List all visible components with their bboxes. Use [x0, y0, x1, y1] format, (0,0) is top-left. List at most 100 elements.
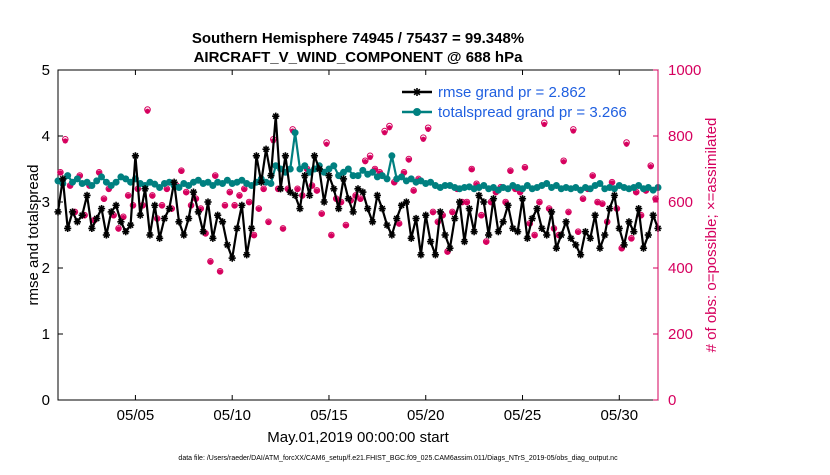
obs-assimilated-marker [323, 141, 330, 147]
obs-assimilated-marker [590, 173, 596, 179]
rmse-point [276, 185, 285, 193]
rmse-point [397, 201, 406, 209]
rmse-point [349, 208, 357, 216]
chart-title-line2: AIRCRAFT_V_WIND_COMPONENT @ 688 hPa [194, 49, 524, 66]
rmse-point [330, 185, 338, 193]
obs-assimilated-marker [536, 200, 543, 206]
rmse-point [615, 224, 623, 232]
rmse-point [446, 244, 454, 252]
obs-assimilated-marker [328, 233, 334, 239]
y-axis-right-ticks: 0 200 400 600 800 1000 [653, 62, 701, 409]
totalspread-point [586, 185, 594, 193]
rmse-point [228, 254, 236, 262]
rmse-point [339, 175, 348, 183]
totalspread-point [88, 182, 96, 189]
obs-assimilated-marker [319, 211, 325, 217]
totalspread-point [378, 172, 386, 180]
rmse-point [83, 191, 91, 199]
data-file-footer: data file: /Users/raeder/DAI/ATM_forcXX/… [178, 455, 618, 462]
totalspread-point [330, 162, 338, 170]
obs-assimilated-marker [357, 196, 364, 202]
obs-assimilated-marker [478, 213, 484, 219]
x-tick-label: 05/20 [407, 407, 445, 424]
legend-rmse-label: rmse grand pr = 2.862 [438, 84, 586, 101]
rmse-point [136, 211, 144, 219]
y-right-tick-label: 600 [668, 194, 693, 211]
rmse-point [88, 224, 96, 232]
obs-assimilated-marker [507, 168, 514, 174]
obs-assimilated-marker [217, 269, 223, 275]
obs-assimilated-marker [575, 229, 581, 235]
rmse-point [185, 214, 193, 223]
obs-assimilated-marker [609, 180, 615, 186]
rmse-point [630, 228, 638, 236]
legend-rmse-marker [413, 88, 421, 96]
totalspread-point [107, 182, 115, 189]
obs-assimilated-marker [628, 236, 634, 242]
totalspread-point [388, 152, 396, 160]
obs-assimilated-marker [362, 159, 368, 165]
rmse-point [306, 191, 314, 199]
totalspread-point [102, 178, 110, 186]
rmse-point [272, 112, 280, 120]
obs-assimilated-marker [246, 200, 252, 206]
rmse-point [572, 241, 580, 249]
obs-assimilated-marker [396, 221, 402, 227]
totalspread-point [383, 175, 391, 183]
obs-assimilated-marker [251, 233, 257, 239]
obs-assimilated-marker [115, 226, 122, 232]
totalspread-point [151, 180, 159, 188]
totalspread-point [219, 180, 227, 188]
obs-assimilated-marker [406, 157, 412, 163]
rmse-point [117, 218, 125, 226]
y-right-tick-label: 200 [668, 326, 693, 343]
rmse-point [141, 185, 149, 193]
obs-assimilated-marker [343, 223, 349, 229]
y-right-tick-label: 800 [668, 128, 693, 145]
rmse-point [547, 208, 556, 216]
totalspread-point [407, 175, 415, 183]
obs-assimilated-marker [261, 186, 267, 193]
rmse-point [320, 198, 328, 206]
rmse-point [165, 205, 173, 213]
rmse-point [451, 214, 459, 223]
rmse-point [175, 218, 183, 226]
y-right-tick-label: 0 [668, 392, 676, 409]
totalspread-point [552, 182, 560, 189]
rmse-point [533, 205, 541, 213]
x-tick-label: 05/15 [310, 407, 348, 424]
totalspread-point [73, 175, 81, 183]
rmse-point [214, 211, 222, 219]
obs-assimilated-marker [241, 186, 247, 193]
rmse-point [131, 152, 140, 160]
rmse-point [73, 218, 81, 226]
rmse-series [54, 112, 662, 263]
y-left-tick-label: 0 [42, 392, 50, 409]
totalspread-point [504, 185, 512, 193]
rmse-point [189, 188, 198, 196]
obs-assimilated-marker [633, 190, 639, 196]
obs-assimilated-marker [561, 159, 567, 165]
rmse-point [581, 228, 590, 236]
rmse-point [180, 231, 188, 239]
obs-assimilated-marker [483, 239, 489, 245]
rmse-point [122, 228, 130, 236]
rmse-point [538, 224, 546, 232]
rmse-point [335, 205, 343, 213]
x-tick-label: 05/05 [117, 407, 155, 424]
obs-assimilated-marker [541, 121, 547, 128]
totalspread-point [320, 168, 328, 176]
rmse-point [286, 188, 294, 196]
rmse-point [170, 178, 178, 186]
obs-assimilated-marker [469, 167, 475, 173]
rmse-point [514, 228, 522, 236]
obs-assimilated-marker [580, 196, 586, 202]
rmse-point [156, 234, 164, 242]
y-left-tick-label: 5 [42, 62, 50, 79]
obs-assimilated-marker [164, 186, 170, 193]
obs-assimilated-marker [144, 108, 151, 114]
totalspread-point [543, 180, 551, 188]
rmse-point [78, 211, 86, 219]
totalspread-point [354, 172, 362, 180]
rmse-point [518, 195, 527, 203]
